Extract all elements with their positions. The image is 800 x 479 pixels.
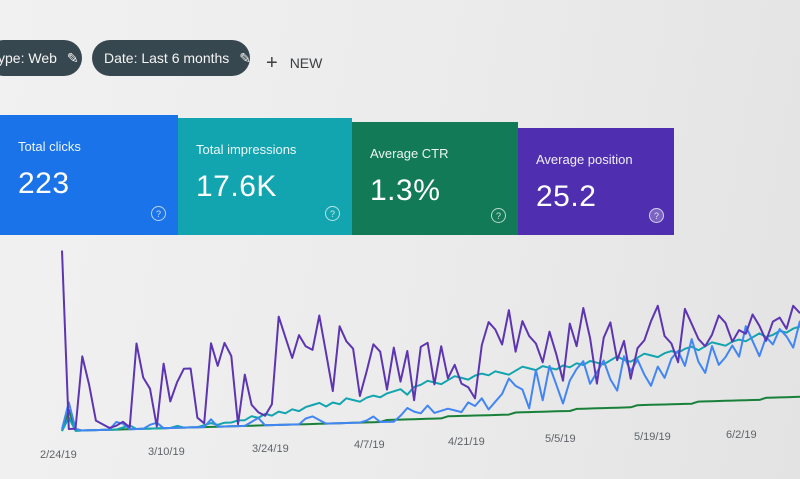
x-tick-label: 5/5/19 bbox=[545, 433, 576, 445]
metric-value: 17.6K bbox=[196, 170, 277, 203]
metric-card-average-position[interactable]: Average position 25.2 ? bbox=[518, 128, 674, 235]
new-filter-button[interactable]: + NEW bbox=[266, 50, 322, 76]
help-icon[interactable]: ? bbox=[151, 206, 166, 221]
metric-card-total-clicks[interactable]: Total clicks 223 ? bbox=[0, 115, 178, 235]
type-filter-chip[interactable]: ype: Web ✎ bbox=[0, 40, 82, 76]
metric-value: 1.3% bbox=[370, 174, 441, 207]
type-filter-label: ype: Web bbox=[0, 50, 57, 66]
help-icon[interactable]: ? bbox=[325, 206, 340, 221]
performance-chart[interactable]: 2/24/19 3/10/19 3/24/19 4/7/19 4/21/19 5… bbox=[0, 240, 800, 479]
date-filter-chip[interactable]: Date: Last 6 months ✎ bbox=[92, 40, 252, 76]
x-tick-label: 6/2/19 bbox=[726, 429, 757, 441]
help-icon[interactable]: ? bbox=[491, 208, 506, 223]
edit-pencil-icon[interactable]: ✎ bbox=[66, 49, 79, 66]
x-tick-label: 4/7/19 bbox=[354, 439, 385, 451]
x-tick-label: 3/10/19 bbox=[148, 446, 185, 458]
x-tick-label: 4/21/19 bbox=[448, 436, 485, 448]
x-tick-label: 3/24/19 bbox=[252, 443, 289, 455]
date-filter-label: Date: Last 6 months bbox=[104, 50, 230, 66]
chart-series-group bbox=[61, 250, 800, 432]
metric-label: Average position bbox=[536, 152, 633, 167]
metric-label: Total clicks bbox=[18, 139, 81, 154]
series-line bbox=[61, 395, 800, 432]
metric-label: Total impressions bbox=[196, 142, 297, 157]
series-line bbox=[61, 320, 800, 432]
x-tick-label: 2/24/19 bbox=[40, 449, 77, 461]
metric-value: 223 bbox=[18, 167, 70, 200]
metric-card-average-ctr[interactable]: Average CTR 1.3% ? bbox=[352, 122, 518, 235]
x-tick-label: 5/19/19 bbox=[634, 431, 671, 443]
edit-pencil-icon[interactable]: ✎ bbox=[239, 49, 252, 66]
metric-label: Average CTR bbox=[370, 146, 449, 161]
metric-card-total-impressions[interactable]: Total impressions 17.6K ? bbox=[178, 118, 352, 235]
metric-value: 25.2 bbox=[536, 180, 597, 213]
series-line bbox=[61, 325, 800, 432]
new-filter-label: NEW bbox=[289, 55, 323, 71]
help-icon[interactable]: ? bbox=[649, 208, 664, 223]
x-axis-ticks: 2/24/19 3/10/19 3/24/19 4/7/19 4/21/19 5… bbox=[40, 429, 757, 461]
plus-icon: + bbox=[266, 52, 278, 74]
series-line bbox=[61, 250, 800, 430]
